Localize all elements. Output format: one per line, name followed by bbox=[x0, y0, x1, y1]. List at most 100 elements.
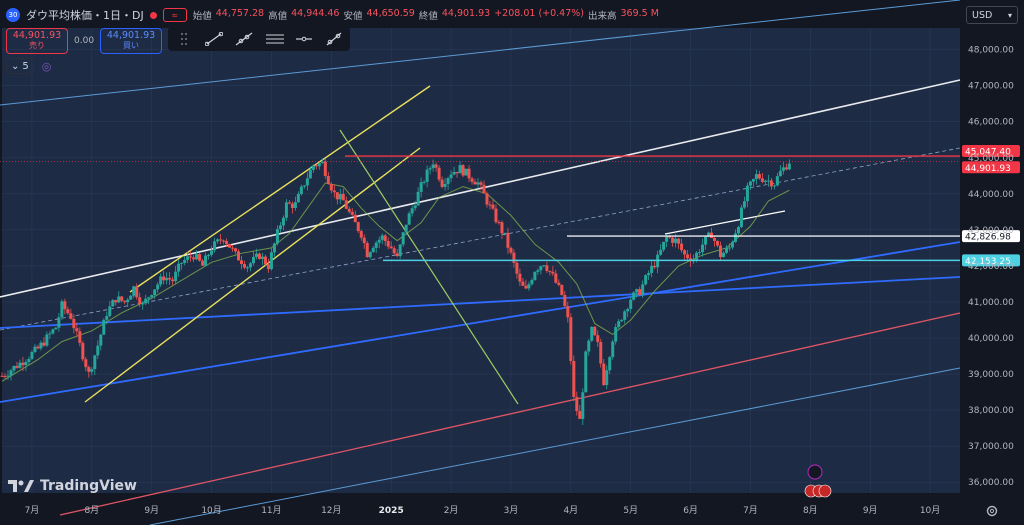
candle-body bbox=[198, 254, 202, 261]
parallel-channel-icon[interactable] bbox=[264, 30, 284, 48]
candle-body bbox=[434, 164, 438, 168]
horizontal-line-icon[interactable] bbox=[294, 30, 314, 48]
trend-line-white[interactable] bbox=[0, 79, 961, 298]
candle-body bbox=[350, 211, 354, 215]
trend-line-short[interactable] bbox=[664, 210, 786, 235]
market-status-icon[interactable]: ≈ bbox=[162, 8, 187, 22]
candle-body bbox=[407, 213, 411, 225]
economic-event-icon[interactable] bbox=[818, 484, 832, 498]
x-tick-label: 12月 bbox=[321, 505, 341, 516]
symbol-title[interactable]: ダウ平均株価・1日・DJ bbox=[26, 9, 144, 22]
candle-body bbox=[183, 259, 187, 263]
candle-body bbox=[757, 174, 761, 179]
sell-button[interactable]: 44,901.93 売り bbox=[6, 28, 68, 54]
candle-body bbox=[677, 238, 681, 244]
ohlc-values: 始値 44,757.28 高値 44,944.46 安値 44,650.59 終値 44… bbox=[193, 8, 659, 22]
channel-yellow-lower[interactable] bbox=[84, 147, 421, 403]
trend-line-blue-2[interactable] bbox=[0, 276, 961, 329]
candle-body bbox=[9, 370, 13, 376]
moving-average-line[interactable] bbox=[1, 182, 790, 382]
candle-body bbox=[584, 351, 588, 393]
candle-body bbox=[75, 328, 79, 332]
candle-body bbox=[440, 179, 444, 187]
candle-body bbox=[317, 163, 321, 167]
trend-line-icon[interactable] bbox=[204, 30, 224, 48]
x-tick-label: 10月 bbox=[201, 505, 221, 516]
candle-body bbox=[108, 306, 112, 317]
candle-body bbox=[524, 285, 528, 289]
candle-body bbox=[482, 184, 486, 194]
trend-line-blue-1[interactable] bbox=[0, 241, 961, 403]
candle-body bbox=[63, 301, 67, 310]
candle-body bbox=[521, 281, 525, 286]
indicator-toggle[interactable]: ⌄ 5 bbox=[6, 58, 34, 74]
candle-body bbox=[290, 203, 294, 208]
candle-body bbox=[93, 355, 97, 370]
candle-body bbox=[503, 232, 507, 234]
candle-body bbox=[380, 235, 384, 240]
tradingview-logo[interactable]: TradingView bbox=[8, 478, 137, 494]
candle-body bbox=[461, 165, 465, 176]
x-tick-label: 9月 bbox=[863, 505, 878, 516]
trend-line-red[interactable] bbox=[59, 312, 961, 516]
candle-body bbox=[201, 260, 205, 266]
channel-yellow-upper[interactable] bbox=[129, 85, 431, 293]
drag-handle-icon[interactable] bbox=[174, 30, 194, 48]
indicator-count: 5 bbox=[22, 60, 29, 72]
candle-body bbox=[781, 167, 785, 171]
currency-selector[interactable]: USD ▾ bbox=[966, 6, 1018, 24]
candle-body bbox=[78, 331, 82, 343]
sync-icon[interactable]: ◎ bbox=[41, 59, 52, 73]
candle-body bbox=[494, 208, 498, 223]
candle-body bbox=[662, 241, 666, 250]
channel-upper-line[interactable] bbox=[0, 0, 961, 106]
dow-symbol-icon: 30 bbox=[6, 8, 20, 22]
candle-body bbox=[15, 365, 19, 368]
buy-label: 買い bbox=[123, 41, 140, 50]
candle-body bbox=[90, 369, 94, 372]
candle-body bbox=[180, 262, 184, 264]
candle-body bbox=[263, 256, 267, 265]
candle-body bbox=[195, 254, 199, 260]
trend-line-dashed[interactable] bbox=[0, 147, 961, 331]
candle-body bbox=[512, 252, 516, 263]
extended-line-icon[interactable] bbox=[324, 30, 344, 48]
candle-body bbox=[497, 222, 501, 224]
candle-body bbox=[129, 295, 133, 300]
candle-body bbox=[192, 257, 196, 260]
candle-body bbox=[704, 236, 708, 245]
channel-lower-line[interactable] bbox=[149, 367, 961, 525]
candle-body bbox=[272, 243, 276, 253]
candle-body bbox=[425, 169, 429, 182]
candle-body bbox=[3, 375, 7, 377]
candle-body bbox=[611, 341, 615, 358]
candle-body bbox=[278, 225, 282, 230]
buy-button[interactable]: 44,901.93 買い bbox=[100, 28, 163, 54]
candle-body bbox=[778, 170, 782, 177]
candle-body bbox=[39, 342, 43, 349]
settings-gear-icon[interactable] bbox=[985, 503, 999, 522]
price-level-tag bbox=[962, 254, 1020, 267]
candle-body bbox=[362, 237, 366, 244]
candle-body bbox=[33, 346, 37, 353]
candle-body bbox=[683, 250, 687, 255]
candle-body bbox=[395, 253, 399, 257]
candle-body bbox=[566, 306, 570, 318]
candle-body bbox=[716, 240, 720, 246]
candle-body bbox=[177, 263, 181, 272]
candle-body bbox=[314, 165, 318, 167]
ray-line-icon[interactable] bbox=[234, 30, 254, 48]
candle-body bbox=[413, 205, 417, 209]
y-tick-label: 48,000.00 bbox=[968, 46, 1014, 56]
candle-body bbox=[132, 286, 136, 296]
candle-body bbox=[257, 253, 261, 259]
candle-body bbox=[754, 174, 758, 179]
trend-line-green[interactable] bbox=[339, 129, 519, 405]
high-value: 44,944.46 bbox=[291, 8, 340, 19]
candle-body bbox=[632, 292, 636, 300]
lightning-event-icon[interactable] bbox=[807, 464, 823, 480]
indicator-row: ⌄ 5 ◎ bbox=[6, 58, 51, 74]
candle-body bbox=[476, 182, 480, 185]
x-tick-label: 10月 bbox=[920, 505, 940, 516]
